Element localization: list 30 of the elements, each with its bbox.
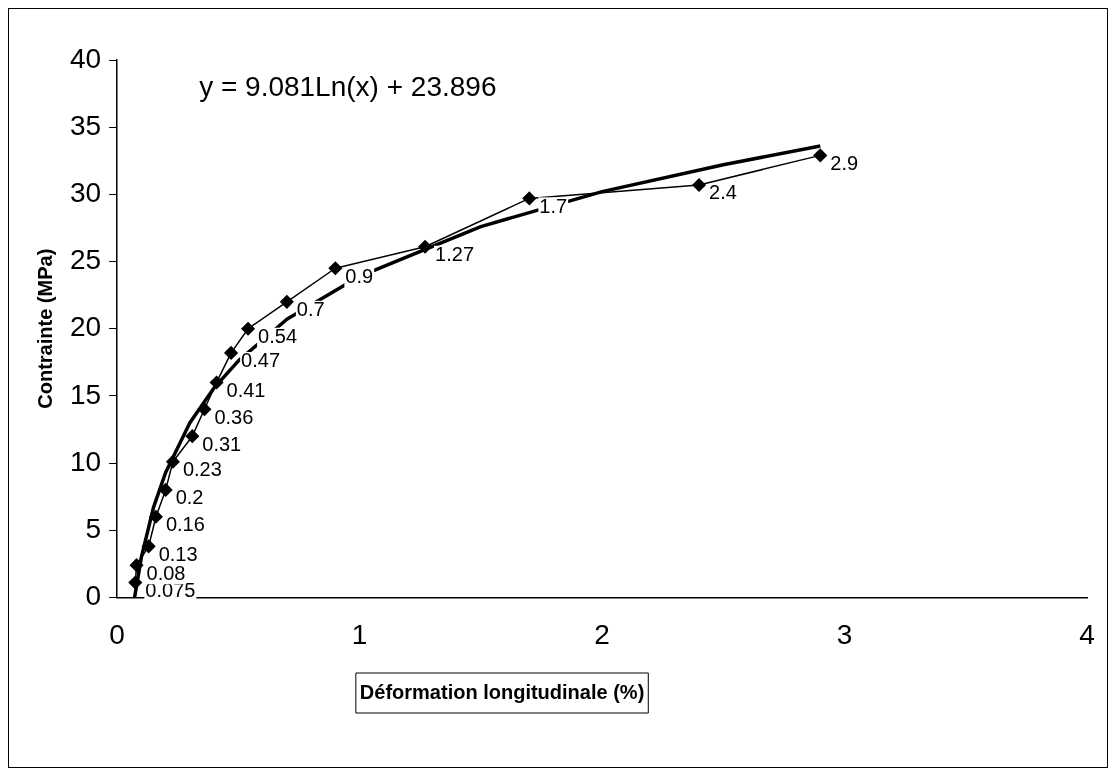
x-tick-label: 0 <box>109 618 125 650</box>
y-tick-label: 20 <box>69 311 102 343</box>
x-tick-label: 1 <box>351 618 368 650</box>
annotation: 0.54 <box>258 325 298 348</box>
annotation: y = 9.081Ln(x) + 23.896 <box>199 70 497 102</box>
y-tick-label: 0 <box>85 580 102 612</box>
annotation: 1.27 <box>435 243 475 266</box>
y-axis-title: Contrainte (MPa) <box>33 248 56 409</box>
x-tick-label: 4 <box>1079 618 1095 650</box>
y-tick-label: 5 <box>85 512 102 544</box>
annotation: 2.4 <box>709 181 737 204</box>
annotation: 1.7 <box>539 194 568 217</box>
annotation: 0.47 <box>241 349 281 372</box>
y-tick-label: 25 <box>69 244 102 276</box>
annotation: 0.31 <box>202 432 242 455</box>
annotation: 0.41 <box>226 378 266 401</box>
annotation: 0.23 <box>182 458 222 481</box>
y-tick-label: 30 <box>69 177 102 209</box>
y-tick-label: 40 <box>69 42 102 74</box>
y-tick-label: 10 <box>69 445 102 477</box>
annotation: 0.36 <box>214 405 254 428</box>
annotation: 0.7 <box>296 298 325 321</box>
annotation: 0.2 <box>175 486 204 509</box>
x-tick-label: 3 <box>836 618 853 650</box>
annotation: 0.16 <box>165 513 205 536</box>
y-tick-label: 15 <box>69 378 102 410</box>
annotation: 2.9 <box>830 151 859 174</box>
y-tick-label: 35 <box>69 109 102 141</box>
x-axis-title: Déformation longitudinale (%) <box>359 680 645 703</box>
x-tick-label: 2 <box>594 618 610 650</box>
